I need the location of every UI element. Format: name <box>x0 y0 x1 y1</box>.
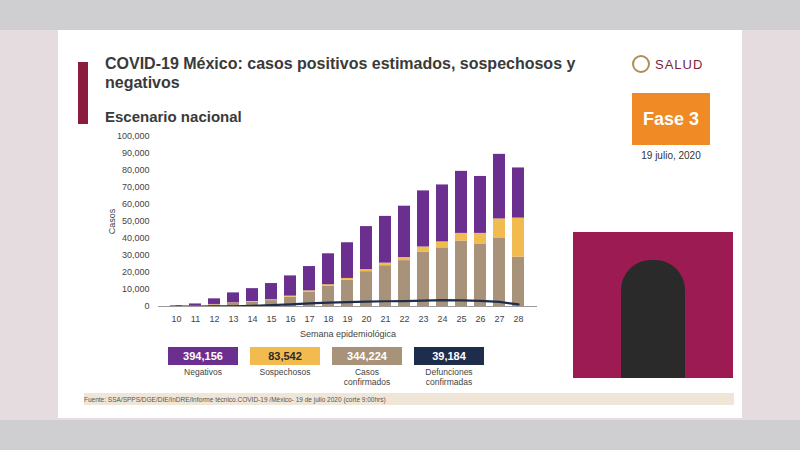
html-text:Casos confirmados: Casos confirmados <box>343 367 391 387</box>
svg-text:15: 15 <box>266 314 276 324</box>
svg-text:Semana epidemiológica: Semana epidemiológica <box>300 329 396 339</box>
svg-text:60,000: 60,000 <box>122 199 150 209</box>
svg-text:22: 22 <box>399 314 409 324</box>
svg-text:40,000: 40,000 <box>122 233 150 243</box>
svg-text:24: 24 <box>437 314 447 324</box>
svg-text:21: 21 <box>380 314 390 324</box>
svg-text:27: 27 <box>494 314 504 324</box>
html-text:394,156: 394,156 <box>183 350 223 362</box>
svg-text:10: 10 <box>171 314 181 324</box>
svg-text:13: 13 <box>228 314 238 324</box>
html-text:SALUD: SALUD <box>655 56 704 72</box>
svg-text:50,000: 50,000 <box>122 216 150 226</box>
svg-text:30,000: 30,000 <box>122 250 150 260</box>
svg-text:26: 26 <box>475 314 485 324</box>
html-text:COVID-19 México: casos positiv: COVID-19 México: casos positivos estimad… <box>105 55 576 91</box>
svg-text:100,000: 100,000 <box>117 131 150 141</box>
svg-text:28: 28 <box>513 314 523 324</box>
svg-text:16: 16 <box>285 314 295 324</box>
html-text:Defunciones confirmadas: Defunciones confirmadas <box>425 367 473 387</box>
svg-text:Casos: Casos <box>107 208 117 234</box>
html-text:39,184: 39,184 <box>432 350 466 362</box>
svg-text:20,000: 20,000 <box>122 267 150 277</box>
svg-text:90,000: 90,000 <box>122 148 150 158</box>
svg-text:80,000: 80,000 <box>122 165 150 175</box>
svg-text:14: 14 <box>247 314 257 324</box>
svg-text:10,000: 10,000 <box>122 284 150 294</box>
html-text:83,542: 83,542 <box>268 350 302 362</box>
html-text:Sospechosos: Sospechosos <box>259 367 311 377</box>
svg-text:11: 11 <box>191 314 200 324</box>
html-text:Negativos: Negativos <box>184 367 222 377</box>
svg-text:70,000: 70,000 <box>122 182 150 192</box>
svg-text:25: 25 <box>456 314 466 324</box>
svg-text:12: 12 <box>209 314 219 324</box>
html-text:Fase 3: Fase 3 <box>643 108 699 129</box>
svg-text:20: 20 <box>361 314 371 324</box>
html-text:Fuente: SSA/SPPS/DGE/DIE/InDRE: Fuente: SSA/SPPS/DGE/DIE/InDRE/Informe t… <box>84 396 386 403</box>
svg-text:19: 19 <box>342 314 352 324</box>
html-text:344,224: 344,224 <box>347 350 387 362</box>
svg-text:0: 0 <box>144 301 149 311</box>
html-text:19 julio, 2020: 19 julio, 2020 <box>641 150 701 161</box>
svg-text:18: 18 <box>323 314 333 324</box>
svg-text:17: 17 <box>304 314 314 324</box>
html-text:Escenario nacional: Escenario nacional <box>105 108 242 125</box>
svg-text:23: 23 <box>418 314 428 324</box>
